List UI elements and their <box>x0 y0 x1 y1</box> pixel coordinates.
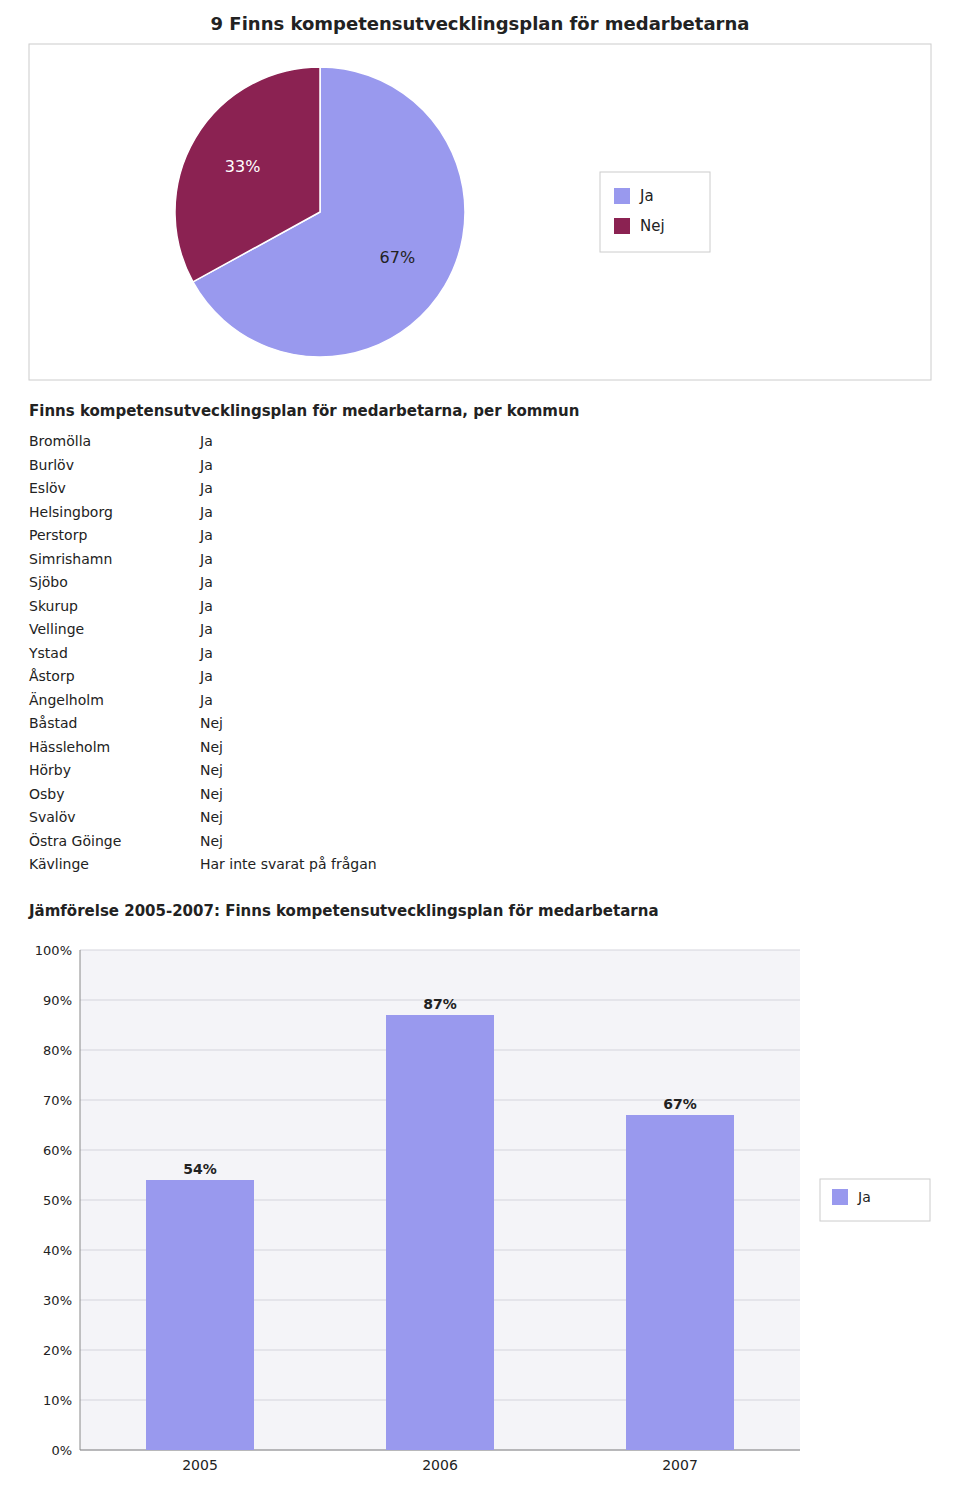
legend-swatch <box>614 218 630 234</box>
legend-frame <box>600 172 710 252</box>
table-value: Nej <box>200 786 223 802</box>
y-axis: 0% 10% 20% 30% 40% 50% 60% 70% 80% 90% 100% <box>35 943 800 1458</box>
table-name: Hässleholm <box>29 739 110 755</box>
bars <box>146 1015 734 1450</box>
table-name: Perstorp <box>29 527 87 543</box>
chart-title: 9 Finns kompetensutvecklingsplan för med… <box>211 13 750 34</box>
table: Finns kompetensutvecklingsplan för medar… <box>28 402 579 872</box>
table-value: Nej <box>200 809 223 825</box>
bar <box>626 1115 734 1450</box>
background <box>0 0 960 1503</box>
pie-slice <box>175 67 320 282</box>
bar-chart: Jämförelse 2005-2007: Finns kompetensutv… <box>28 902 930 1473</box>
y-tick-label: 30% <box>43 1293 72 1308</box>
plot-area <box>80 950 800 1450</box>
page: 9 Finns kompetensutvecklingsplan för med… <box>0 0 960 1503</box>
y-tick-label: 20% <box>43 1343 72 1358</box>
data-label: 67% <box>380 248 416 267</box>
table-name: Ystad <box>28 645 68 661</box>
y-tick-label: 70% <box>43 1093 72 1108</box>
legend-swatch <box>614 188 630 204</box>
table-value: Nej <box>200 762 223 778</box>
legend: Ja <box>820 1179 930 1221</box>
pie-frame <box>29 44 931 380</box>
data-labels: 54% 87% 67% <box>183 996 697 1177</box>
y-tick-label: 90% <box>43 993 72 1008</box>
table-name: Vellinge <box>29 621 84 637</box>
y-tick-label: 80% <box>43 1043 72 1058</box>
table-value: Ja <box>199 480 213 496</box>
table-value: Nej <box>200 833 223 849</box>
table-value: Ja <box>199 574 213 590</box>
table-value: Nej <box>200 715 223 731</box>
data-label: 87% <box>423 996 457 1012</box>
table-value: Ja <box>199 668 213 684</box>
data-label: 67% <box>663 1096 697 1112</box>
y-tick-label: 60% <box>43 1143 72 1158</box>
table-name: Skurup <box>29 598 78 614</box>
table-name: Hörby <box>29 762 71 778</box>
table-value: Ja <box>199 433 213 449</box>
legend-swatch <box>832 1189 848 1205</box>
table-name: Östra Göinge <box>29 832 121 849</box>
bar <box>146 1180 254 1450</box>
table-value: Ja <box>199 504 213 520</box>
table-value: Ja <box>199 527 213 543</box>
table-value: Ja <box>199 598 213 614</box>
table-value: Ja <box>199 621 213 637</box>
bar <box>386 1015 494 1450</box>
y-tick-label: 40% <box>43 1243 72 1258</box>
y-axis-line <box>80 950 81 1450</box>
y-tick-label: 0% <box>51 1443 72 1458</box>
table-name: Ängelholm <box>29 691 104 708</box>
table-name: Simrishamn <box>29 551 112 567</box>
table-name: Sjöbo <box>29 574 68 590</box>
legend-entry: Ja <box>639 187 654 205</box>
table-value: Har inte svarat på frågan <box>200 856 377 872</box>
legend-frame <box>820 1179 930 1221</box>
legend-entry: Ja <box>857 1189 871 1205</box>
table-value: Ja <box>199 692 213 708</box>
table-value: Nej <box>200 739 223 755</box>
y-tick-label: 50% <box>43 1193 72 1208</box>
x-tick-label: 2005 <box>182 1457 218 1473</box>
table-name: Eslöv <box>29 480 66 496</box>
y-tick-label: 100% <box>35 943 72 958</box>
table-value: Ja <box>199 457 213 473</box>
table-name: Svalöv <box>29 809 76 825</box>
chart-title: Jämförelse 2005-2007: Finns kompetensutv… <box>28 902 659 920</box>
table-name: Osby <box>29 786 65 802</box>
x-tick-label: 2007 <box>662 1457 698 1473</box>
y-tick-label: 10% <box>43 1393 72 1408</box>
table-name: Kävlinge <box>29 856 89 872</box>
legend: Ja Nej <box>600 172 710 252</box>
grid-line <box>80 950 800 951</box>
x-tick-label: 2006 <box>422 1457 458 1473</box>
table-name: Bromölla <box>29 433 91 449</box>
data-label: 54% <box>183 1161 217 1177</box>
table-value: Ja <box>199 551 213 567</box>
table-name: Helsingborg <box>29 504 113 520</box>
table-value: Ja <box>199 645 213 661</box>
table-name: Båstad <box>29 715 77 731</box>
table-name: Burlöv <box>29 457 74 473</box>
legend-entry: Nej <box>640 217 665 235</box>
data-label: 33% <box>225 157 261 176</box>
table-name: Åstorp <box>29 668 75 684</box>
table-title: Finns kompetensutvecklingsplan för medar… <box>29 402 579 420</box>
pie-chart: 9 Finns kompetensutvecklingsplan för med… <box>29 13 931 380</box>
